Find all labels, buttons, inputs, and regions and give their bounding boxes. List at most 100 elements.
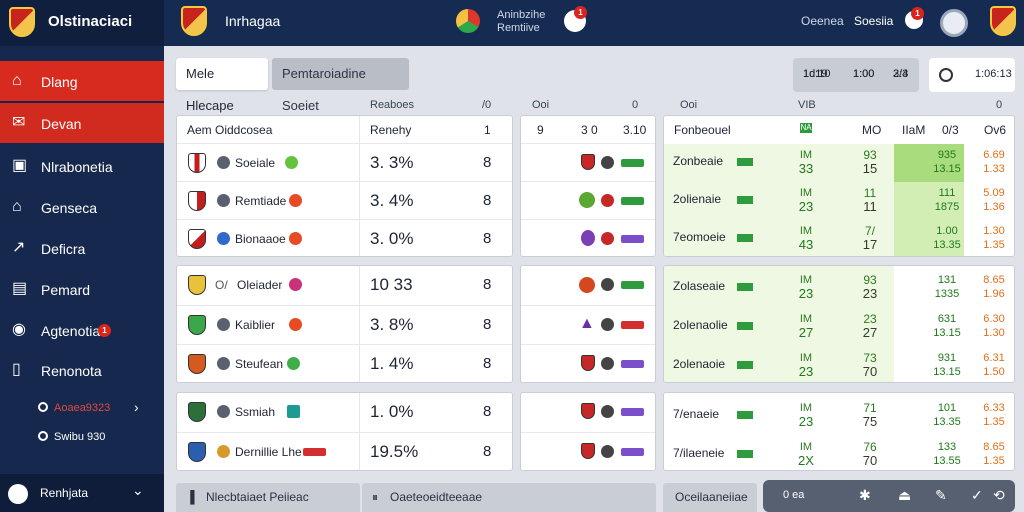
odds-row[interactable] — [521, 432, 655, 470]
stats-row[interactable]: 2olenaolie IM 27 23 27 631 13.15 6.30 1.30 — [663, 307, 1015, 345]
eject-icon[interactable]: ⏏ — [898, 487, 912, 503]
sidebar-sub-item-2[interactable]: Swibu 930 — [38, 431, 105, 443]
stats-d2: 1.35 — [983, 416, 1005, 428]
team-pct: 19.5% — [370, 442, 419, 461]
tab-performance[interactable]: Pemtaroiadine Soeiet — [272, 58, 409, 113]
bottom-tab-1-label: Nlecbtaiaet Peiieac — [206, 490, 309, 504]
table-row[interactable]: Soeiale 3. 3% 8 — [177, 143, 512, 181]
history-icon[interactable]: ⟲ — [993, 487, 1005, 503]
table-row[interactable]: Dernillie Lhe 19.5% 8 — [177, 432, 512, 470]
profile-crest-icon[interactable] — [990, 6, 1016, 36]
team-crest-icon — [188, 442, 206, 462]
stats-col-a: IM 2X — [791, 440, 821, 468]
top-link-1[interactable]: Oeenea — [801, 14, 844, 28]
filter-c-bottom: 2:3 — [893, 68, 909, 80]
stats-a2: 23 — [798, 199, 814, 214]
brand[interactable]: Olstinaciaci — [0, 0, 164, 46]
team-crest-icon — [579, 192, 595, 208]
sidebar-item-nlrabonetia[interactable]: ▣ Nlrabonetia — [0, 146, 164, 186]
standings-panel-2: O/ Oleiader 10 33 8 Kaiblier 3. 8% 8 Ste… — [176, 265, 513, 383]
chart-icon: ↗ — [12, 239, 26, 256]
team-crest-icon — [581, 355, 595, 371]
home-icon: ⌂ — [12, 72, 22, 89]
rank-value: 8 — [483, 443, 492, 460]
odds-row[interactable] — [521, 266, 655, 304]
control-label[interactable]: 0 ea — [783, 489, 805, 501]
sidebar-footer[interactable]: Renhjata ⌄ — [0, 474, 164, 512]
odds-tag — [621, 448, 644, 456]
stats-row[interactable]: 7/ilaeneie IM 2X 76 70 133 13.55 8.65 1.35 — [663, 435, 1015, 473]
odds-row[interactable] — [521, 219, 655, 256]
bottom-tab-2[interactable]: ⏸ Oaeteoeidteeaae — [362, 483, 656, 512]
team-crest-icon — [188, 402, 206, 422]
status-icon — [289, 194, 302, 207]
stats-row[interactable]: 2olienaie IM 23 11 11 111 1875 5.09 1.36 — [663, 181, 1015, 219]
filter-group[interactable]: 1d19 1d:10 1:00 1:00 3/4 2:3 — [793, 58, 919, 92]
stats-row[interactable]: Zolaseaie IM 23 93 23 131 1335 8.65 1.96 — [663, 268, 1015, 306]
radio-icon — [38, 402, 48, 412]
chevron-right-icon[interactable]: › — [134, 399, 139, 415]
stats-col-c: 111 1875 — [927, 186, 967, 214]
stats-c2: 13.15 — [933, 366, 961, 378]
column-divider — [359, 266, 360, 382]
settings-icon[interactable] — [940, 9, 968, 37]
stats-row[interactable]: 7/enaeie IM 23 71 75 101 13.35 6.33 1.35 — [663, 396, 1015, 434]
stats-row[interactable]: Zonbeaie IM 33 93 15 935 13.15 6.69 1.33 — [663, 143, 1015, 181]
stats-b1: 23 — [863, 312, 877, 326]
top-link-2[interactable]: Soesiia — [854, 14, 894, 28]
odds-tag — [621, 235, 644, 243]
sidebar-item-deficra[interactable]: ↗ Deficra — [0, 228, 164, 268]
bottom-tab-3-label: Oceilaaneiiae — [675, 490, 748, 504]
stats-a1: IM — [799, 149, 813, 161]
bottom-tab-1[interactable]: ▐ Nlecbtaiaet Peiieac — [176, 483, 360, 512]
table-row[interactable]: Remtiade 3. 4% 8 — [177, 181, 512, 219]
odds-row[interactable] — [521, 181, 655, 219]
globe-icon: ◉ — [12, 321, 26, 338]
page-title: Inrhagaa — [225, 13, 281, 29]
sidebar-item-pemard[interactable]: ▤ Pemard — [0, 269, 164, 309]
stats-c1: 1.00 — [936, 225, 958, 237]
stats-a2: 43 — [798, 237, 814, 252]
col-header-name: Fonbeouel — [674, 123, 731, 137]
sidebar-item-label: Dlang — [41, 74, 78, 90]
odds-row[interactable] — [521, 393, 655, 431]
team-badge-icon — [601, 194, 614, 207]
col-header-03: 0/3 — [942, 123, 959, 137]
sidebar-item-renonota[interactable]: ▯ Renonota — [0, 350, 164, 390]
stats-c1: 133 — [937, 441, 957, 453]
check-icon[interactable]: ✓ — [971, 487, 983, 503]
status-icon — [287, 357, 300, 370]
clock-box[interactable]: 1:06:13 — [929, 58, 1015, 92]
rank-value: 8 — [483, 355, 492, 372]
table-row[interactable]: O/ Oleiader 10 33 8 — [177, 266, 512, 304]
sidebar-item-dlang[interactable]: ⌂ Dlang — [0, 61, 164, 101]
star-icon[interactable]: ✱ — [859, 487, 871, 503]
league-info[interactable]: Aninbzihe Remtiive — [497, 9, 545, 35]
stats-row[interactable]: 7eomoeie IM 43 7/17 1.00 13.35 1.30 1.35 — [663, 219, 1015, 257]
sidebar-item-devan[interactable]: ✉ Devan — [0, 103, 164, 143]
odds-row[interactable] — [521, 344, 655, 382]
stats-d1: 6.31 — [983, 352, 1005, 364]
stats-tag — [737, 361, 753, 369]
odds-tag — [621, 360, 644, 368]
sidebar-item-genseca[interactable]: ⌂ Genseca — [0, 187, 164, 227]
table-row[interactable]: Steufean 1. 4% 8 — [177, 344, 512, 382]
table-row[interactable]: Bionaaoe 3. 0% 8 — [177, 219, 512, 256]
status-icon — [285, 156, 298, 169]
sidebar-sub-item-1[interactable]: Aoaea9323 — [38, 402, 110, 414]
league-logo-icon[interactable] — [456, 9, 480, 33]
team-crest-icon — [188, 275, 206, 295]
stats-row[interactable]: 2olenaoie IM 23 73 70 931 13.15 6.31 1.50 — [663, 346, 1015, 384]
tab-main[interactable]: Mele Hlecape — [176, 58, 268, 113]
odds-row[interactable]: ▲ — [521, 305, 655, 343]
stats-a2: 23 — [798, 364, 814, 379]
table-row[interactable]: Ssmiah 1. 0% 8 — [177, 393, 512, 431]
document-icon: ▤ — [12, 280, 28, 297]
sidebar-item-agtenotia[interactable]: ◉ Agtenotia 1 — [0, 310, 164, 350]
column-divider — [359, 116, 360, 256]
odds-row[interactable] — [521, 143, 655, 181]
stats-d1: 8.65 — [983, 274, 1005, 286]
table-row[interactable]: Kaiblier 3. 8% 8 — [177, 305, 512, 343]
tools-icon[interactable]: ✎ — [935, 487, 947, 503]
bottom-tab-3[interactable]: Oceilaaneiiae — [663, 483, 757, 512]
